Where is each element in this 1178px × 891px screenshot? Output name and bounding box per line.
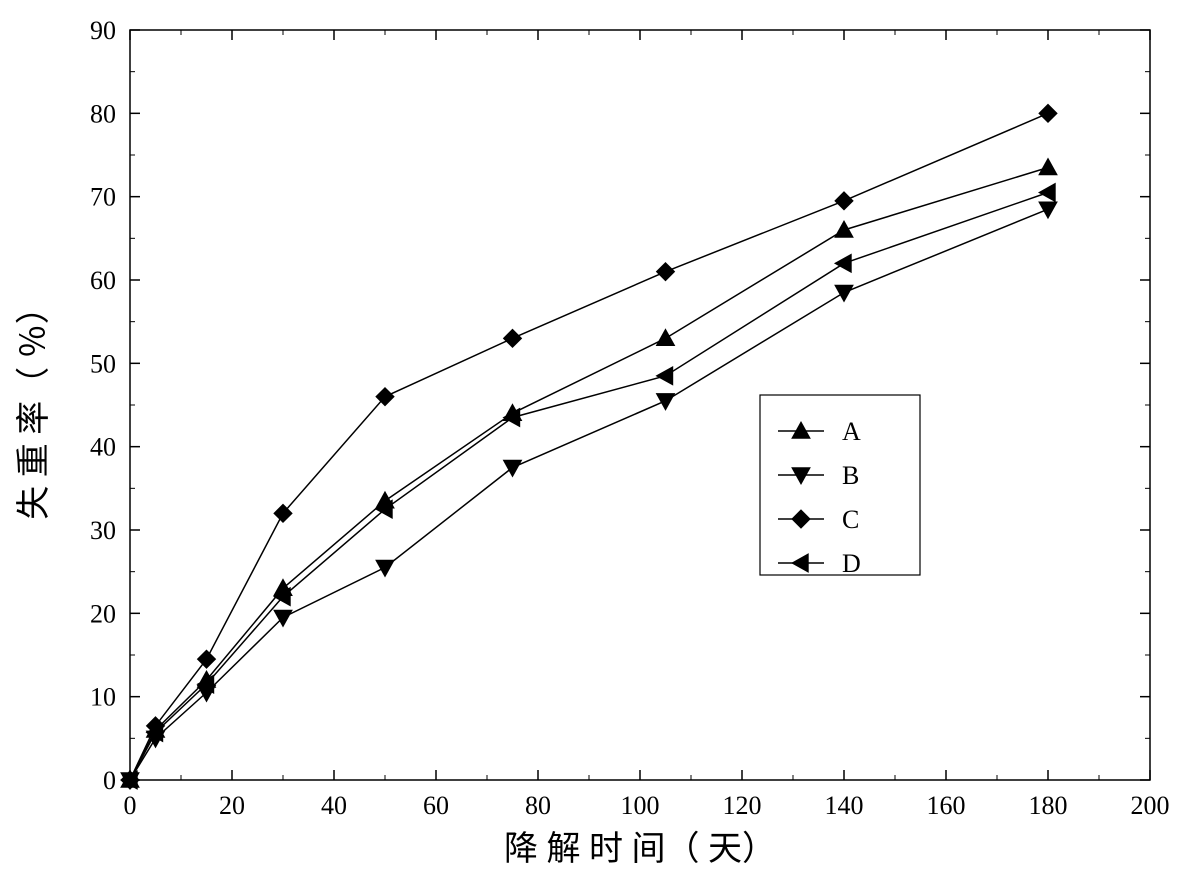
svg-text:80: 80: [90, 99, 116, 128]
line-chart: 0 20 40 60 80 100 120 140 160 180 200 0 10 20 30 40 50 60…: [0, 0, 1178, 891]
svg-text:20: 20: [90, 599, 116, 628]
svg-text:30: 30: [90, 516, 116, 545]
svg-text:40: 40: [321, 791, 347, 820]
legend-label-B: B: [842, 461, 859, 490]
svg-text:60: 60: [423, 791, 449, 820]
svg-text:0: 0: [103, 766, 116, 795]
legend-label-C: C: [842, 505, 859, 534]
svg-text:180: 180: [1029, 791, 1068, 820]
svg-text:60: 60: [90, 266, 116, 295]
svg-text:100: 100: [621, 791, 660, 820]
svg-text:160: 160: [927, 791, 966, 820]
svg-text:140: 140: [825, 791, 864, 820]
svg-text:20: 20: [219, 791, 245, 820]
svg-text:90: 90: [90, 16, 116, 45]
x-axis-label: 降 解 时 间（ 天）: [504, 830, 776, 868]
svg-text:10: 10: [90, 683, 116, 712]
svg-text:0: 0: [124, 791, 137, 820]
svg-text:120: 120: [723, 791, 762, 820]
legend: ABCD: [760, 395, 920, 578]
svg-text:200: 200: [1131, 791, 1170, 820]
svg-text:50: 50: [90, 349, 116, 378]
svg-text:70: 70: [90, 183, 116, 212]
chart-container: 0 20 40 60 80 100 120 140 160 180 200 0 10 20 30 40 50 60…: [0, 0, 1178, 891]
svg-text:80: 80: [525, 791, 551, 820]
legend-label-D: D: [842, 549, 861, 578]
svg-text:40: 40: [90, 433, 116, 462]
legend-label-A: A: [842, 417, 861, 446]
y-axis-label: 失 重 率（ ％）: [15, 290, 53, 520]
